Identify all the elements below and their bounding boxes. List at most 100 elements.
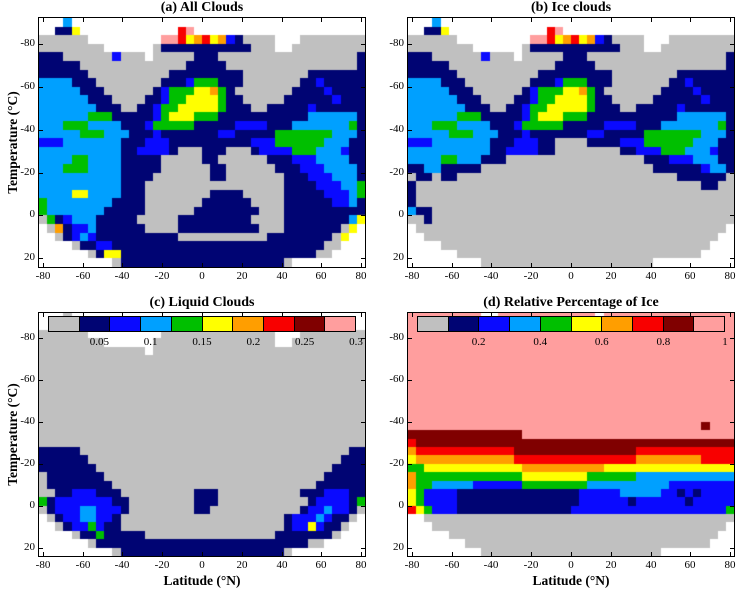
y-tick bbox=[408, 547, 412, 549]
y-tick-label: -40 bbox=[20, 123, 35, 135]
colorbar-c bbox=[48, 316, 356, 332]
x-tick bbox=[650, 313, 652, 317]
colorbar-tick-label: 0.6 bbox=[594, 336, 609, 348]
x-tick bbox=[729, 263, 731, 267]
x-tick-label: 0 bbox=[568, 559, 574, 571]
x-tick bbox=[42, 18, 44, 22]
x-tick bbox=[729, 18, 731, 22]
x-tick bbox=[121, 18, 123, 22]
x-tick bbox=[650, 263, 652, 267]
y-tick-label: 20 bbox=[24, 541, 35, 553]
x-tick bbox=[490, 552, 492, 556]
colorbar-d bbox=[417, 316, 725, 332]
x-tick-label: 40 bbox=[645, 559, 657, 571]
x-tick-label: 60 bbox=[684, 559, 696, 571]
y-tick bbox=[408, 43, 412, 45]
x-axis-label-latitude-c: Latitude (°N) bbox=[163, 573, 241, 588]
x-tick bbox=[320, 552, 322, 556]
y-tick bbox=[361, 129, 365, 131]
x-tick-label: -20 bbox=[154, 559, 170, 571]
x-tick bbox=[281, 552, 283, 556]
x-tick-label: 20 bbox=[236, 559, 248, 571]
x-tick-label: -20 bbox=[523, 270, 539, 282]
x-tick-label: 80 bbox=[724, 270, 736, 282]
x-tick bbox=[451, 313, 453, 317]
heatmap-panel-all-clouds: -80 -60 -40 -20 0 20 40 60 80 -80 -60 -40 -20 0 20 bbox=[20, 17, 367, 282]
y-tick bbox=[39, 463, 43, 465]
colorbar-segment-red bbox=[263, 317, 295, 331]
colorbar-tick-label: 0.05 bbox=[89, 336, 109, 348]
x-tick bbox=[530, 552, 532, 556]
y-tick bbox=[361, 43, 365, 45]
x-tick bbox=[451, 263, 453, 267]
y-tick bbox=[730, 172, 734, 174]
y-tick bbox=[408, 379, 412, 381]
x-tick bbox=[729, 552, 731, 556]
y-tick bbox=[408, 337, 412, 339]
heatmap-grid-c bbox=[39, 313, 365, 556]
colorbar-segment-gray-no-cloud bbox=[418, 317, 449, 331]
y-tick-label: 0 bbox=[398, 208, 405, 220]
heatmap-panel-ice-clouds: -80 -60 -40 -20 0 20 40 60 80 -80 -60 -40 -20 0 20 bbox=[389, 17, 736, 282]
colorbar-tick-label: 0.8 bbox=[656, 336, 671, 348]
colorbar-segment-gray-no-cloud bbox=[49, 317, 80, 331]
x-tick bbox=[411, 18, 413, 22]
x-tick bbox=[451, 552, 453, 556]
y-tick bbox=[39, 129, 43, 131]
heatmap-panel-relative-ice: -80 -60 -40 -20 0 20 40 60 80 -80 -60 -40 -20 0 20 0.2 0… bbox=[389, 312, 736, 571]
colorbar-tick-label: 1 bbox=[722, 336, 728, 348]
x-tick-label: 20 bbox=[605, 559, 617, 571]
y-tick bbox=[39, 43, 43, 45]
x-tick bbox=[411, 263, 413, 267]
x-tick bbox=[360, 552, 362, 556]
x-tick bbox=[530, 263, 532, 267]
y-tick bbox=[39, 505, 43, 507]
x-tick bbox=[530, 313, 532, 317]
colorbar-segment-blue bbox=[110, 317, 142, 331]
colorbar-segment-green bbox=[171, 317, 203, 331]
x-tick-label: -40 bbox=[483, 559, 499, 571]
panel-b-title: (b) Ice clouds bbox=[530, 0, 612, 15]
x-tick-label: 80 bbox=[355, 270, 367, 282]
y-tick-label: 0 bbox=[398, 499, 405, 511]
x-tick bbox=[689, 263, 691, 267]
colorbar-tick-label: 0.2 bbox=[246, 336, 261, 348]
x-tick bbox=[201, 18, 203, 22]
x-tick-label: -60 bbox=[444, 270, 460, 282]
panel-d-title: (d) Relative Percentage of Ice bbox=[483, 295, 659, 310]
y-tick bbox=[361, 214, 365, 216]
y-tick-label: -40 bbox=[389, 415, 404, 427]
x-tick bbox=[82, 552, 84, 556]
heatmap-panel-liquid-clouds: -80 -60 -40 -20 0 20 40 60 80 -80 -60 -40 -20 0 20 0.05… bbox=[20, 312, 367, 571]
panel-c-title: (c) Liquid Clouds bbox=[149, 295, 255, 310]
x-tick bbox=[689, 313, 691, 317]
x-tick bbox=[161, 263, 163, 267]
x-tick-label: 60 bbox=[684, 270, 696, 282]
x-tick bbox=[82, 263, 84, 267]
y-tick bbox=[408, 463, 412, 465]
y-tick-label: -60 bbox=[20, 80, 35, 92]
y-tick bbox=[361, 505, 365, 507]
x-tick-label: 20 bbox=[236, 270, 248, 282]
y-tick-label: -20 bbox=[20, 166, 35, 178]
y-tick bbox=[361, 172, 365, 174]
colorbar-tick-label: 0.1 bbox=[143, 336, 158, 348]
x-tick-label: -80 bbox=[35, 559, 51, 571]
colorbar-segment-dark-red bbox=[663, 317, 695, 331]
x-tick bbox=[490, 313, 492, 317]
x-tick bbox=[241, 263, 243, 267]
colorbar-segment-cyan bbox=[141, 317, 172, 331]
y-tick-label: -40 bbox=[389, 123, 404, 135]
colorbar-segment-yellow bbox=[202, 317, 234, 331]
y-tick-label: -20 bbox=[20, 457, 35, 469]
x-tick bbox=[360, 263, 362, 267]
x-tick bbox=[82, 313, 84, 317]
x-tick bbox=[729, 313, 731, 317]
colorbar-segment-navy bbox=[79, 317, 111, 331]
x-tick-label: -20 bbox=[154, 270, 170, 282]
y-tick-label: -40 bbox=[20, 415, 35, 427]
x-tick-label: -40 bbox=[114, 559, 130, 571]
x-tick bbox=[689, 18, 691, 22]
x-tick bbox=[610, 18, 612, 22]
